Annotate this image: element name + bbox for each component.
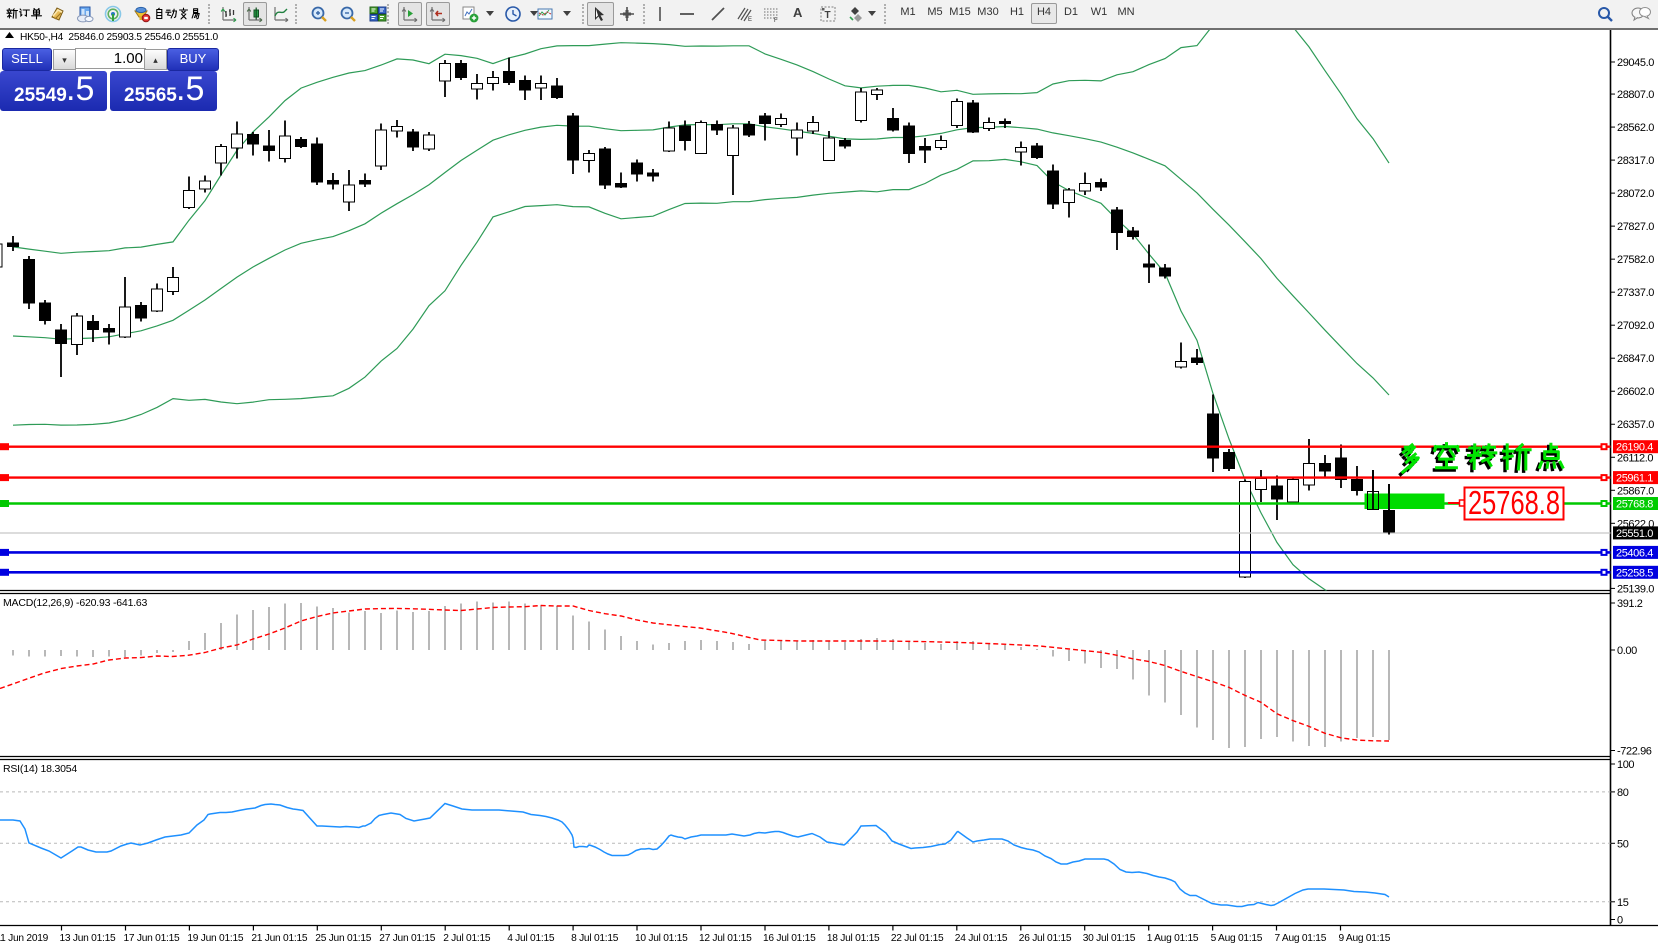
svg-text:MACD(12,26,9) -620.93 -641.63: MACD(12,26,9) -620.93 -641.63 bbox=[3, 597, 148, 609]
svg-text:19 Jun 01:15: 19 Jun 01:15 bbox=[187, 933, 243, 944]
svg-text:27 Jun 01:15: 27 Jun 01:15 bbox=[379, 933, 435, 944]
svg-text:28317.0: 28317.0 bbox=[1617, 155, 1654, 167]
svg-text:24 Jul 01:15: 24 Jul 01:15 bbox=[955, 933, 1008, 944]
svg-text:13 Jun 01:15: 13 Jun 01:15 bbox=[60, 933, 116, 944]
svg-text:15: 15 bbox=[1617, 897, 1629, 909]
svg-text:HK50-,H4 25846.0 25903.5 2554: HK50-,H4 25846.0 25903.5 25546.0 25551.0 bbox=[20, 32, 219, 43]
svg-text:80: 80 bbox=[1617, 787, 1629, 799]
svg-text:27092.0: 27092.0 bbox=[1617, 320, 1654, 332]
svg-text:25768.8: 25768.8 bbox=[1616, 499, 1653, 511]
svg-text:50: 50 bbox=[1617, 838, 1629, 850]
svg-text:16 Jul 01:15: 16 Jul 01:15 bbox=[763, 933, 816, 944]
svg-text:1 Aug 01:15: 1 Aug 01:15 bbox=[1147, 933, 1199, 944]
svg-text:28807.0: 28807.0 bbox=[1617, 89, 1654, 101]
svg-text:25406.4: 25406.4 bbox=[1616, 547, 1653, 559]
svg-text:25961.1: 25961.1 bbox=[1616, 473, 1653, 485]
svg-text:26190.4: 26190.4 bbox=[1616, 442, 1653, 454]
svg-text:18 Jul 01:15: 18 Jul 01:15 bbox=[827, 933, 880, 944]
svg-text:F: F bbox=[774, 18, 778, 23]
svg-text:12 Jul 01:15: 12 Jul 01:15 bbox=[699, 933, 752, 944]
svg-text:30 Jul 01:15: 30 Jul 01:15 bbox=[1083, 933, 1136, 944]
svg-text:4 Jul 01:15: 4 Jul 01:15 bbox=[507, 933, 555, 944]
svg-text:25258.5: 25258.5 bbox=[1616, 567, 1653, 579]
svg-text:2 Jul 01:15: 2 Jul 01:15 bbox=[443, 933, 491, 944]
svg-text:0.00: 0.00 bbox=[1617, 645, 1637, 657]
svg-text:7 Aug 01:15: 7 Aug 01:15 bbox=[1275, 933, 1327, 944]
svg-text:21 Jun 01:15: 21 Jun 01:15 bbox=[251, 933, 307, 944]
svg-text:26602.0: 26602.0 bbox=[1617, 386, 1654, 398]
svg-text:0: 0 bbox=[1617, 915, 1623, 927]
svg-text:26 Jul 01:15: 26 Jul 01:15 bbox=[1019, 933, 1072, 944]
svg-text:-722.96: -722.96 bbox=[1617, 746, 1652, 758]
svg-text:391.2: 391.2 bbox=[1617, 598, 1643, 610]
svg-text:25551.0: 25551.0 bbox=[1616, 528, 1653, 540]
svg-text:25139.0: 25139.0 bbox=[1617, 583, 1654, 595]
svg-text:RSI(14) 18.3054: RSI(14) 18.3054 bbox=[3, 763, 77, 775]
svg-text:T: T bbox=[825, 10, 831, 21]
svg-text:28562.0: 28562.0 bbox=[1617, 122, 1654, 134]
svg-text:9 Aug 01:15: 9 Aug 01:15 bbox=[1339, 933, 1391, 944]
svg-text:100: 100 bbox=[1617, 759, 1634, 771]
svg-text:26357.0: 26357.0 bbox=[1617, 419, 1654, 431]
svg-text:11 Jun 2019: 11 Jun 2019 bbox=[0, 933, 49, 944]
svg-text:25 Jun 01:15: 25 Jun 01:15 bbox=[315, 933, 371, 944]
svg-text:5 Aug 01:15: 5 Aug 01:15 bbox=[1211, 933, 1263, 944]
svg-text:27582.0: 27582.0 bbox=[1617, 254, 1654, 266]
svg-text:28072.0: 28072.0 bbox=[1617, 188, 1654, 200]
svg-text:17 Jun 01:15: 17 Jun 01:15 bbox=[124, 933, 180, 944]
svg-text:10 Jul 01:15: 10 Jul 01:15 bbox=[635, 933, 688, 944]
svg-text:8 Jul 01:15: 8 Jul 01:15 bbox=[571, 933, 619, 944]
svg-text:E: E bbox=[748, 17, 752, 23]
svg-text:29045.0: 29045.0 bbox=[1617, 57, 1654, 69]
svg-text:26847.0: 26847.0 bbox=[1617, 353, 1654, 365]
svg-text:27827.0: 27827.0 bbox=[1617, 221, 1654, 233]
svg-text:27337.0: 27337.0 bbox=[1617, 287, 1654, 299]
svg-text:25867.0: 25867.0 bbox=[1617, 485, 1654, 497]
svg-text:26112.0: 26112.0 bbox=[1617, 452, 1653, 464]
svg-text:22 Jul 01:15: 22 Jul 01:15 bbox=[891, 933, 944, 944]
svg-text:25768.8: 25768.8 bbox=[1468, 484, 1560, 521]
